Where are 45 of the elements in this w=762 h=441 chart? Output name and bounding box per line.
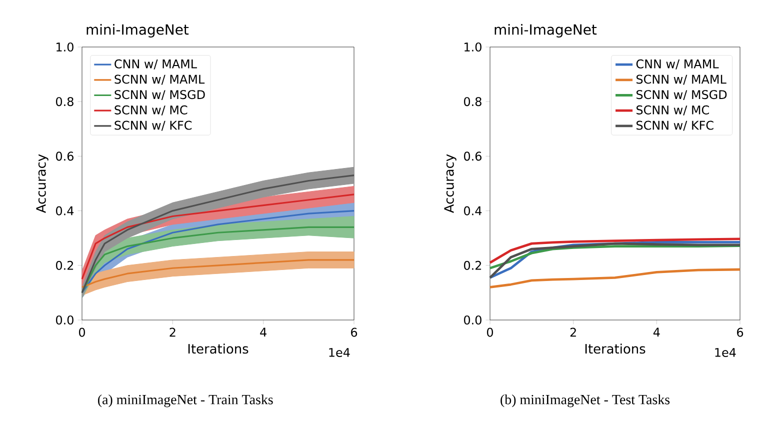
chart-title: mini-ImageNet [494, 24, 597, 38]
line-series [81, 194, 355, 280]
x-axis-title: Iterations [585, 344, 646, 354]
y-tick-label: 0.8 [56, 97, 74, 106]
legend-label: SCNN w/ MAML [636, 74, 726, 85]
legend-label: SCNN w/ MC [636, 105, 709, 116]
text: 1e4 [329, 348, 350, 357]
y-tick-label: 0.4 [56, 206, 74, 216]
x-tick-label: 2 [570, 328, 576, 337]
legend-label: SCNN w/ MC [114, 105, 188, 116]
legend-label: SCNN w/ KFC [636, 120, 714, 131]
y-tick-label: 0.0 [56, 315, 74, 325]
y-tick-label: 1.0 [464, 42, 482, 52]
x-tick-label: 6 [737, 328, 744, 337]
y-tick-label: 0.8 [464, 97, 482, 106]
line-series [81, 259, 355, 288]
y-tick-label: 0.2 [464, 260, 482, 270]
legend-label: CNN w/ MAML [114, 59, 197, 70]
y-axis-title: Accuracy [444, 154, 456, 213]
text: (b) miniImageNet - Test Tasks [500, 394, 670, 408]
y-tick-label: 0.0 [464, 315, 482, 325]
line-series [488, 238, 742, 264]
x-tick-label: 2 [170, 328, 176, 337]
y-tick-label: 0.4 [464, 206, 482, 216]
chart-title: mini-ImageNet [86, 24, 189, 38]
legend-label: SCNN w/ KFC [114, 120, 192, 131]
line-series [488, 268, 742, 288]
legend-label: SCNN w/ MSGD [636, 90, 727, 100]
x-tick-label: 0 [486, 328, 494, 337]
legend-label: SCNN w/ MAML [114, 74, 205, 85]
x-tick-label: 4 [653, 328, 660, 336]
x-tick-label: 0 [78, 328, 86, 337]
line-series [81, 226, 355, 294]
x-tick-label: 6 [351, 328, 358, 337]
legend-label: SCNN w/ MSGD [114, 90, 205, 100]
y-axis-title: Accuracy [36, 154, 48, 213]
x-tick-label: 4 [260, 328, 266, 336]
y-tick-label: 1.0 [56, 42, 74, 52]
legend-label: CNN w/ MAML [636, 59, 719, 70]
y-tick-label: 0.2 [56, 260, 74, 270]
text: 1e4 [715, 348, 736, 357]
x-axis-title: Iterations [188, 344, 248, 354]
y-tick-label: 0.6 [464, 152, 482, 161]
text: (a) miniImageNet - Train Tasks [98, 394, 273, 408]
y-tick-label: 0.6 [56, 152, 74, 161]
